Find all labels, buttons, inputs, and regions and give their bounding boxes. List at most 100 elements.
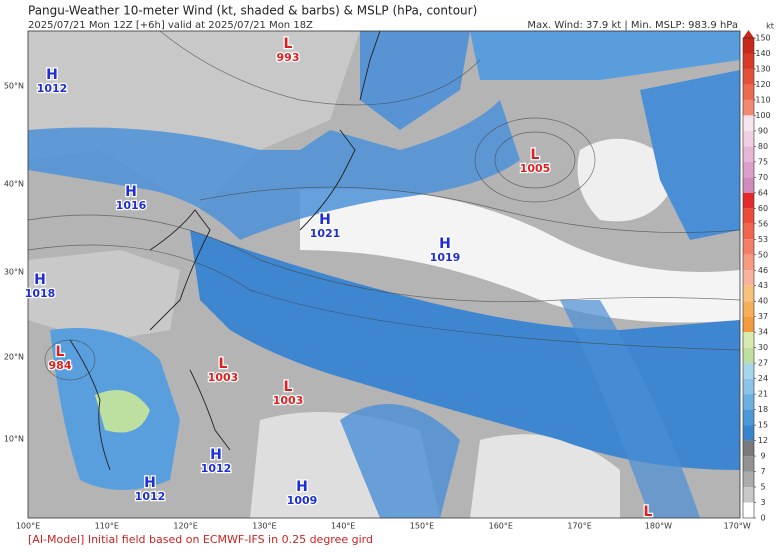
colorbar-label: 75 <box>758 157 768 166</box>
colorbar-label: 64 <box>758 188 768 197</box>
footer: [AI-Model] Initial field based on ECMWF-… <box>28 533 373 546</box>
colorbar-label: 50 <box>758 250 768 259</box>
colorbar-label: 70 <box>758 173 768 182</box>
colorbar-label: 100 <box>755 111 770 120</box>
colorbar-label: 15 <box>758 421 768 430</box>
colorbar-bin <box>743 192 754 209</box>
colorbar-label: 140 <box>755 49 770 58</box>
colorbar-label: 56 <box>758 219 768 228</box>
colorbar-bin <box>743 84 754 100</box>
colorbar-label: 0 <box>760 514 765 523</box>
subtitle: 2025/07/21 Mon 12Z [+6h] valid at 2025/0… <box>28 20 313 31</box>
lon-label: 130°E <box>252 522 276 531</box>
colorbar-label: 24 <box>758 374 768 383</box>
center-type: H <box>144 475 156 491</box>
colorbar-bin <box>743 239 754 255</box>
colorbar-bin <box>743 378 754 395</box>
map <box>27 30 741 519</box>
colorbar-label: 80 <box>758 142 768 151</box>
lon-label: 150°E <box>410 522 434 531</box>
colorbar-label: 34 <box>758 328 768 337</box>
center-type: H <box>296 479 308 495</box>
center-value: 1018 <box>25 287 56 300</box>
colorbar-bin <box>743 99 754 116</box>
colorbar-label: 90 <box>758 126 768 135</box>
center-type: L <box>284 36 293 52</box>
center-value: 984 <box>49 359 72 372</box>
colorbar-bin <box>743 425 754 441</box>
colorbar-label: 46 <box>758 266 768 275</box>
colorbar-label: 120 <box>755 80 770 89</box>
colorbar-bin <box>743 254 754 271</box>
colorbar-label: 60 <box>758 204 768 213</box>
colorbar-bin <box>743 223 754 240</box>
colorbar-label: 21 <box>758 390 768 399</box>
center-value: 1012 <box>201 462 232 475</box>
colorbar-bin <box>743 471 754 488</box>
colorbar-label: 30 <box>758 343 768 352</box>
center-value: 993 <box>277 51 300 64</box>
center-type: H <box>319 212 331 228</box>
center-type: L <box>284 379 293 395</box>
colorbar-label: 40 <box>758 297 768 306</box>
lon-label: 120°E <box>173 522 197 531</box>
colorbar-bin <box>743 270 754 286</box>
lon-label: 110°E <box>95 522 119 531</box>
center-value: 1016 <box>116 199 147 212</box>
colorbar-bin <box>743 146 754 162</box>
colorbar-bin <box>743 316 754 333</box>
lat-label: 40°N <box>4 180 24 189</box>
lon-label: 160°E <box>489 522 513 531</box>
colorbar-bin <box>743 38 754 54</box>
lon-label: 170°E <box>567 522 591 531</box>
colorbar-unit: kt <box>766 22 774 31</box>
center-type: H <box>210 447 222 463</box>
lon-label: 140°E <box>331 522 355 531</box>
center-type: L <box>644 504 653 520</box>
center-value: 1012 <box>37 82 68 95</box>
colorbar-bin <box>743 440 754 457</box>
stats: Max. Wind: 37.9 kt | Min. MSLP: 983.9 hP… <box>527 20 738 31</box>
colorbar-label: 130 <box>755 64 770 73</box>
center-value: 1009 <box>287 494 318 507</box>
colorbar-bin <box>743 394 754 410</box>
center-value: 1003 <box>208 371 239 384</box>
center-type: H <box>125 184 137 200</box>
colorbar-label: 37 <box>758 312 768 321</box>
lon-label: 170°W <box>724 522 751 531</box>
colorbar-label: 9 <box>760 452 765 461</box>
colorbar-label: 5 <box>760 483 765 492</box>
colorbar-label: 3 <box>760 498 765 507</box>
center-type: H <box>439 236 451 252</box>
center-type: L <box>219 356 228 372</box>
colorbar-label: 7 <box>760 467 765 476</box>
center-value: 1021 <box>310 227 341 240</box>
colorbar-label: 27 <box>758 359 768 368</box>
colorbar-frame <box>742 37 755 519</box>
center-value: 1003 <box>273 394 304 407</box>
colorbar-bin <box>743 130 754 147</box>
center-value: 1012 <box>135 490 166 503</box>
colorbar-arrow <box>743 30 754 38</box>
center-value: 1019 <box>430 251 461 264</box>
colorbar-label: 43 <box>758 281 768 290</box>
colorbar-label: 150 <box>755 34 770 43</box>
center-type: L <box>531 147 540 163</box>
lat-label: 50°N <box>4 82 24 91</box>
lat-label: 10°N <box>4 435 24 444</box>
colorbar-bin <box>743 347 754 364</box>
colorbar-bin <box>743 456 754 472</box>
colorbar-bin <box>743 502 754 518</box>
center-type: L <box>56 344 65 360</box>
colorbar-bin <box>743 332 754 348</box>
title: Pangu-Weather 10-meter Wind (kt, shaded … <box>28 4 477 18</box>
colorbar-bin <box>743 68 754 85</box>
center-value: 1005 <box>520 162 551 175</box>
colorbar-bin <box>743 161 754 178</box>
colorbar-bin <box>743 285 754 302</box>
colorbar-bin <box>743 177 754 193</box>
colorbar-bin <box>743 487 754 503</box>
colorbar-label: 53 <box>758 235 768 244</box>
lat-label: 30°N <box>4 268 24 277</box>
